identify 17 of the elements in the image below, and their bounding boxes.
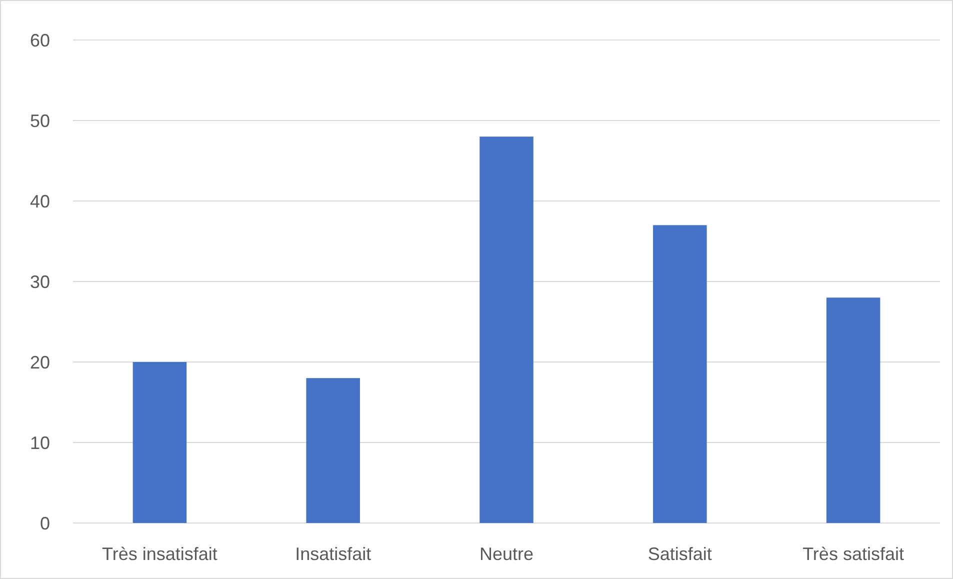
bar [132,362,187,523]
y-tick-label: 30 [30,272,50,292]
x-tick-label: Très satisfait [802,544,904,564]
y-tick-label: 40 [30,191,50,212]
x-tick-label: Très insatisfait [102,544,218,564]
x-tick-label: Satisfait [648,544,712,564]
bar [480,136,534,523]
x-tick-label: Neutre [479,544,534,564]
y-tick-label: 0 [40,513,50,534]
bar [306,378,360,523]
y-tick-label: 20 [30,352,50,372]
bar [653,225,707,523]
y-tick-label: 10 [30,432,50,453]
bar [826,298,880,523]
x-tick-label: Insatisfait [295,544,372,564]
y-tick-label: 50 [30,110,50,131]
y-tick-label: 60 [30,30,50,50]
